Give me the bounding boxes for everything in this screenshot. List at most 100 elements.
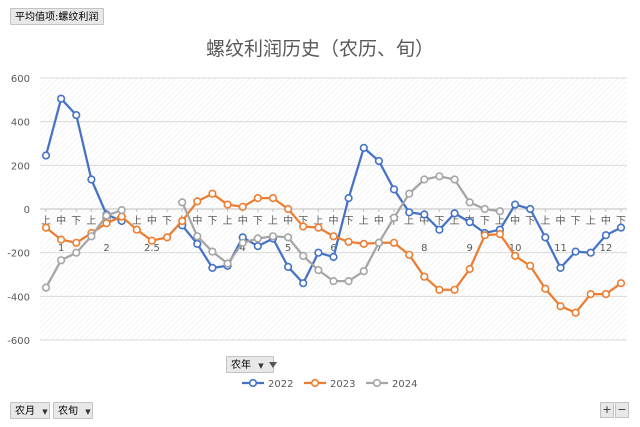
x-tick-label-dekad: 中 <box>555 214 565 227</box>
data-point-2024 <box>359 267 368 276</box>
data-point-2022 <box>299 279 308 288</box>
data-point-2024 <box>117 206 126 215</box>
legend-field-button[interactable]: 农年 ▼ <box>226 356 277 373</box>
data-point-2023 <box>510 251 520 260</box>
data-point-2023 <box>526 261 535 270</box>
data-point-2024 <box>495 207 505 216</box>
row-field-dekad-button[interactable]: 农旬 ▼ <box>53 402 93 419</box>
data-point-2023 <box>541 284 550 293</box>
x-tick-label-dekad: 下 <box>298 216 308 227</box>
legend-label-2024: 2024 <box>392 379 417 390</box>
x-tick-label-dekad: 下 <box>253 216 263 227</box>
x-tick-label-dekad: 上 <box>41 215 51 227</box>
data-point-2022 <box>56 94 66 103</box>
data-point-2022 <box>344 194 353 203</box>
row-field-month-button[interactable]: 农月 ▼ <box>10 402 50 419</box>
data-point-2024 <box>238 238 247 247</box>
data-point-2022 <box>526 204 535 214</box>
data-point-2024 <box>374 238 384 247</box>
series-line-2024 <box>181 175 501 283</box>
legend-marker-2023 <box>310 378 320 388</box>
x-tick-label-dekad: 中 <box>56 214 66 227</box>
data-point-2023 <box>616 279 626 288</box>
x-tick-label-dekad: 中 <box>192 214 202 227</box>
data-point-2023 <box>329 232 338 241</box>
data-point-2023 <box>238 202 247 211</box>
data-point-2023 <box>571 308 580 317</box>
data-point-2023 <box>359 239 368 248</box>
data-point-2023 <box>556 302 565 311</box>
data-point-2023 <box>72 238 81 247</box>
x-tick-label-dekad: 上 <box>586 215 596 227</box>
data-point-2024 <box>314 266 323 275</box>
data-point-2022 <box>253 242 262 251</box>
data-point-2023 <box>117 212 126 221</box>
data-point-2023 <box>480 231 489 240</box>
x-tick-label-dekad: 上 <box>450 215 460 227</box>
data-point-2023 <box>178 216 187 226</box>
data-point-2024 <box>284 233 293 242</box>
data-point-2022 <box>41 151 51 160</box>
data-point-2022 <box>314 248 323 257</box>
y-tick-label: 400 <box>11 118 30 129</box>
data-point-2023 <box>586 290 595 299</box>
data-point-2022 <box>329 252 338 262</box>
x-tick-label-dekad: 上 <box>86 215 96 227</box>
x-tick-label-dekad: 上 <box>404 215 414 227</box>
data-point-2022 <box>556 263 565 273</box>
x-tick-label-dekad: 中 <box>419 214 429 227</box>
data-point-2024 <box>223 259 232 268</box>
y-tick-label: -200 <box>7 249 30 260</box>
data-point-2022 <box>389 185 399 194</box>
minus-icon: − <box>617 403 627 416</box>
x-tick-label-dekad: 中 <box>329 214 339 227</box>
data-point-2023 <box>495 230 505 239</box>
row-field-dekad-label: 农旬 <box>58 406 78 417</box>
data-point-2023 <box>344 237 353 246</box>
x-tick-label-dekad: 下 <box>162 216 172 227</box>
y-tick-label: -600 <box>7 336 30 347</box>
data-point-2023 <box>193 197 202 206</box>
data-point-2023 <box>208 189 217 198</box>
zoom-in-button[interactable]: + <box>600 402 614 418</box>
data-point-2022 <box>601 231 611 240</box>
data-point-2023 <box>389 238 399 247</box>
data-point-2024 <box>178 198 187 207</box>
value-field-button[interactable]: 平均值项:螺纹利润 <box>10 8 104 25</box>
data-point-2024 <box>389 213 399 222</box>
data-point-2024 <box>435 172 444 181</box>
row-field-month-label: 农月 <box>15 406 35 417</box>
data-point-2023 <box>435 285 444 294</box>
x-tick-label-dekad: 中 <box>510 214 520 227</box>
data-point-2023 <box>405 250 414 259</box>
data-point-2022 <box>541 233 550 242</box>
data-point-2022 <box>284 262 293 272</box>
x-tick-label-month: 7 <box>376 243 382 254</box>
data-point-2024 <box>72 248 81 257</box>
x-tick-label-dekad: 中 <box>601 214 611 227</box>
data-point-2023 <box>56 235 66 244</box>
data-point-2023 <box>314 223 323 232</box>
data-point-2022 <box>420 210 429 219</box>
x-tick-label-dekad: 上 <box>132 215 142 227</box>
y-tick-label: 200 <box>11 161 30 172</box>
data-point-2023 <box>299 222 308 231</box>
data-point-2023 <box>253 194 262 203</box>
x-tick-label-month: 11 <box>554 243 567 254</box>
data-point-2023 <box>268 194 278 203</box>
data-point-2023 <box>284 204 293 214</box>
chevron-down-icon: ▼ <box>258 362 264 370</box>
y-tick-label: 0 <box>24 205 30 216</box>
x-tick-label-month: 4 <box>240 243 246 254</box>
x-tick-label-dekad: 下 <box>525 216 535 227</box>
data-point-2022 <box>405 208 414 217</box>
data-point-2024 <box>480 204 489 214</box>
data-point-2023 <box>223 200 232 209</box>
data-point-2024 <box>405 189 414 198</box>
data-point-2023 <box>147 236 156 245</box>
data-point-2022 <box>450 209 459 218</box>
zoom-out-button[interactable]: − <box>615 402 629 418</box>
data-point-2023 <box>102 219 111 228</box>
data-point-2022 <box>374 156 384 166</box>
